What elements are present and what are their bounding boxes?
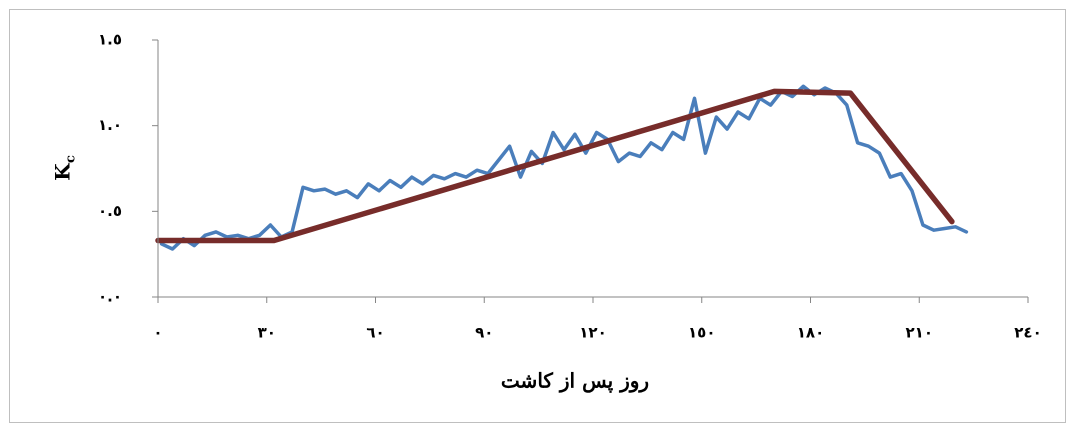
- x-tick-label: ٢١٠: [906, 324, 933, 342]
- ticks: ٠.٠ ٠.٥ ١.٠ ١.٥ ٠ ٣٠ ٦٠ ٩٠ ١٢٠ ١٥٠ ١٨٠ ٢١٠ ٢٤٠: [98, 31, 1042, 342]
- x-tick-label: ٣٠: [258, 324, 276, 342]
- x-tick-label: ١٨٠: [797, 324, 824, 342]
- x-tick-label: ١٢٠: [579, 324, 606, 342]
- x-tick-label: ٦٠: [366, 324, 384, 342]
- y-axis-title: K c: [51, 155, 79, 181]
- data-line: [155, 88, 955, 244]
- chart-frame: [9, 9, 1066, 423]
- y-axis-title-subscript: c: [64, 155, 79, 163]
- x-tick-label: ٢٤٠: [1014, 324, 1041, 342]
- y-tick-label: ٠.٥: [98, 202, 122, 220]
- y-axis-title-main: K: [51, 163, 75, 181]
- x-tick-label: ٠: [153, 324, 162, 342]
- x-tick-label: ١٥٠: [688, 324, 715, 342]
- x-tick-label: ٩٠: [475, 324, 493, 342]
- y-tick-label: ٠.٠: [98, 288, 122, 306]
- lines: [155, 84, 969, 251]
- y-tick-label: ١.٠: [98, 116, 122, 134]
- y-tick-label: ١.٥: [98, 31, 122, 49]
- x-axis-title: روز پس از كاشت: [501, 369, 649, 394]
